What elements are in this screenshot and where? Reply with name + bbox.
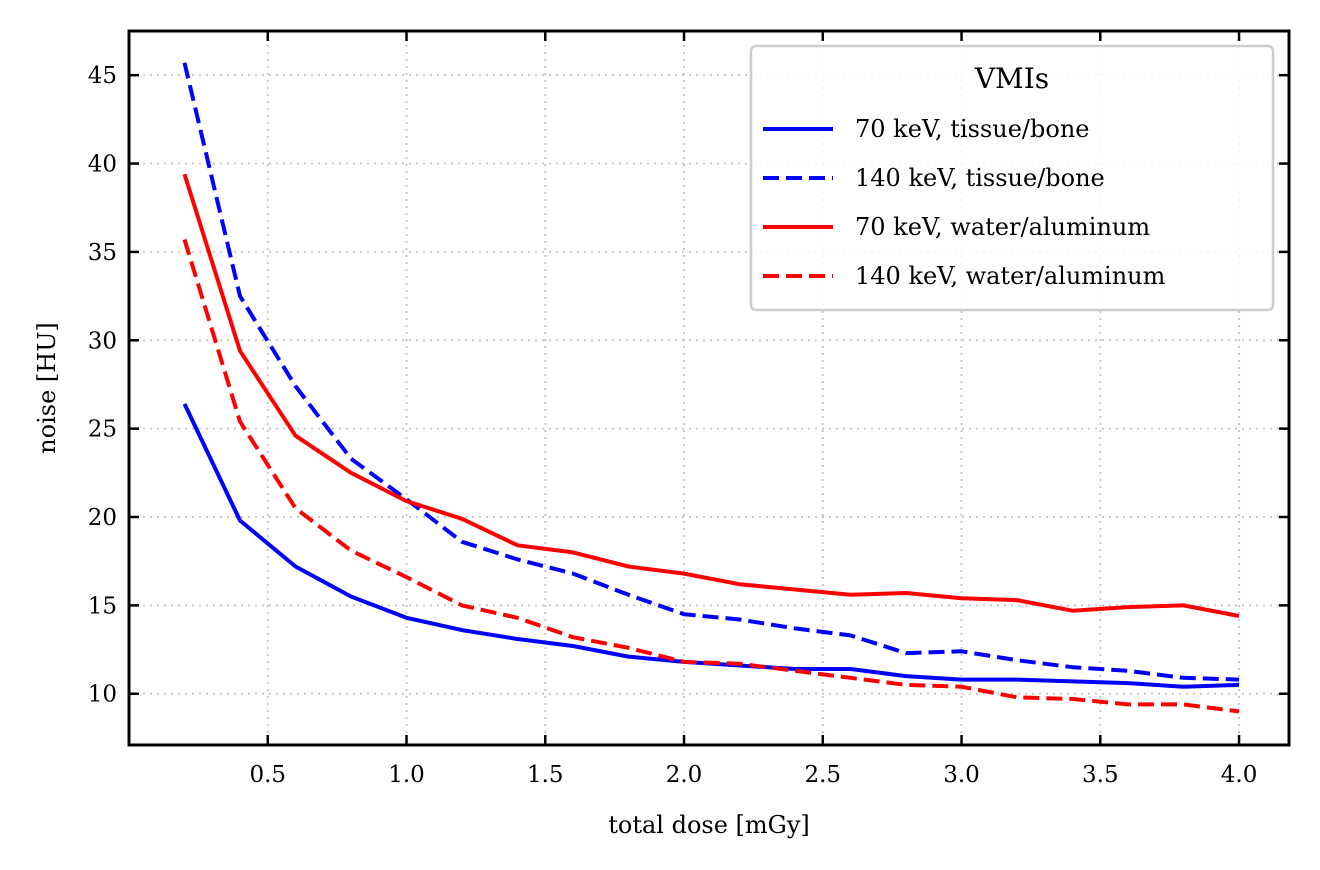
series-line-4 (182, 238, 1240, 714)
x-tick-label: 3.0 (943, 762, 980, 788)
y-tick-label: 45 (88, 63, 117, 89)
y-tick-label: 20 (88, 505, 117, 531)
series-lines (182, 62, 1240, 714)
series-line-3 (182, 173, 1240, 618)
legend-box (749, 44, 1275, 312)
legend-label-2: 140 keV, tissue/bone (855, 164, 1105, 192)
y-tick-label: 40 (88, 152, 117, 178)
y-tick-label: 25 (88, 417, 117, 443)
legend-items: 70 keV, tissue/bone 140 keV, tissue/bone 7… (763, 115, 1166, 290)
y-tick-label: 10 (88, 682, 117, 708)
y-axis-label: noise [HU] (33, 322, 61, 454)
ticks: 0.5 1.0 1.5 2.0 2.5 3.0 3.5 4.0 10 15 20 25 30 35 40 45 (88, 31, 1289, 788)
y-tick-label: 15 (88, 593, 117, 619)
legend-label-4: 140 keV, water/aluminum (855, 262, 1166, 290)
x-tick-label: 0.5 (249, 762, 286, 788)
x-tick-label: 4.0 (1221, 762, 1258, 788)
legend: VMIs 70 keV, tissue/bone 140 keV, tissue/… (749, 44, 1275, 312)
x-axis-label: total dose [mGy] (608, 811, 810, 839)
series-line-2 (182, 62, 1240, 682)
y-tick-label: 35 (88, 240, 117, 266)
x-tick-label: 1.0 (388, 762, 425, 788)
x-tick-label: 1.5 (527, 762, 564, 788)
plot-frame (127, 29, 1291, 747)
x-tick-label: 2.0 (666, 762, 703, 788)
legend-label-1: 70 keV, tissue/bone (855, 115, 1089, 143)
x-tick-label: 2.5 (804, 762, 841, 788)
legend-title: VMIs (974, 62, 1049, 95)
y-tick-label: 30 (88, 328, 117, 354)
legend-label-3: 70 keV, water/aluminum (855, 213, 1150, 241)
x-tick-label: 3.5 (1082, 762, 1119, 788)
